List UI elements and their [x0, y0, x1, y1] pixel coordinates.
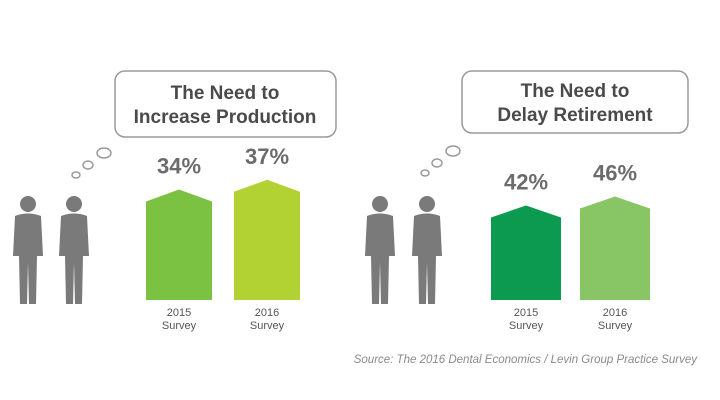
value-label-2015-production: 34%: [157, 154, 201, 179]
chart-title-line-2: Delay Retirement: [497, 105, 653, 126]
chart-title-line-1: The Need to: [521, 81, 630, 102]
category-2015-line-1: 2015: [167, 307, 191, 319]
thought-bubble-icon: [420, 70, 689, 177]
person-icon: [365, 196, 395, 304]
category-2016-line-1: 2016: [255, 307, 279, 319]
thought-bubble-icon: [71, 70, 337, 179]
category-2016-line-2: Survey: [250, 320, 285, 332]
panel-increase-production: The Need to Increase Production 34% 37% …: [13, 70, 337, 332]
source-note: Source: The 2016 Dental Economics / Levi…: [354, 354, 699, 366]
value-label-2015-retirement: 42%: [504, 170, 548, 195]
chart-title-line-2: Increase Production: [134, 107, 317, 128]
bar-2015-retirement: [491, 205, 561, 300]
category-2015-line-1: 2015: [514, 307, 538, 319]
bar-2016-retirement: [580, 196, 650, 300]
chart-title-line-1: The Need to: [171, 83, 280, 104]
category-2016-line-2: Survey: [598, 320, 633, 332]
person-icon: [412, 196, 442, 304]
value-label-2016-retirement: 46%: [593, 161, 637, 186]
bar-2016-production: [234, 179, 300, 300]
panel-delay-retirement: The Need to Delay Retirement 42% 46% 201…: [365, 70, 689, 332]
bar-2015-production: [146, 189, 212, 300]
category-2016-line-1: 2016: [603, 307, 627, 319]
category-2015-line-2: Survey: [509, 320, 544, 332]
value-label-2016-production: 37%: [245, 144, 289, 169]
person-icon: [59, 196, 89, 304]
category-2015-line-2: Survey: [162, 320, 197, 332]
person-icon: [13, 196, 43, 304]
